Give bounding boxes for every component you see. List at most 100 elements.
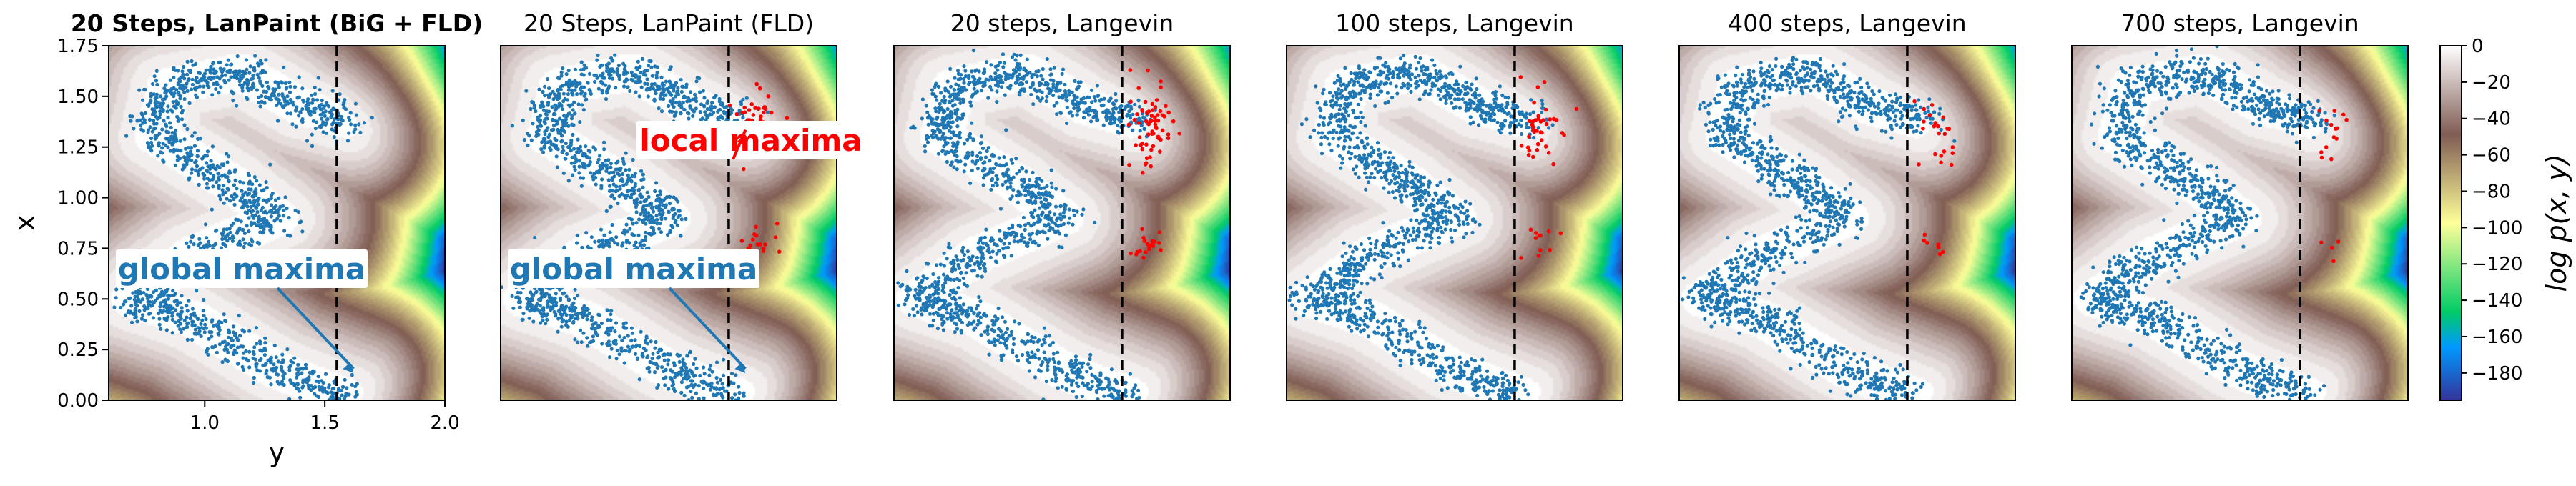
sample-point (621, 241, 625, 245)
sample-point (989, 63, 993, 67)
sample-point (148, 125, 152, 129)
sample-point (564, 294, 569, 299)
sample-point (554, 144, 559, 148)
sample-point (229, 75, 233, 79)
trapped-point (1151, 144, 1156, 149)
sample-point (225, 175, 230, 179)
sample-point (959, 259, 963, 263)
sample-point (235, 336, 239, 340)
sample-point (614, 86, 618, 90)
sample-point (990, 340, 994, 344)
sample-point (240, 196, 244, 200)
sample-point (172, 66, 176, 70)
sample-point (293, 109, 298, 113)
sample-point (1031, 170, 1035, 174)
sample-point (639, 79, 643, 84)
sample-point (179, 104, 183, 109)
sample-point (582, 94, 586, 98)
sample-point (966, 150, 970, 155)
sample-point (599, 227, 604, 232)
sample-point (1017, 322, 1021, 326)
sample-point (190, 82, 195, 87)
sample-point (265, 368, 269, 373)
sample-point (996, 307, 1001, 311)
sample-point (629, 70, 634, 74)
sample-point (187, 299, 191, 303)
sample-point (1041, 360, 1045, 364)
sample-point (943, 89, 948, 93)
sample-point (672, 195, 676, 199)
sample-point (1142, 127, 1146, 132)
sample-point (166, 293, 170, 298)
sample-point (967, 306, 971, 310)
sample-point (944, 136, 948, 140)
sample-point (968, 100, 973, 104)
sample-point (307, 106, 311, 111)
sample-point (541, 104, 546, 109)
sample-point (192, 242, 196, 247)
sample-point (983, 167, 987, 171)
sample-point (592, 172, 596, 176)
sample-point (1011, 223, 1015, 227)
trapped-point (1140, 141, 1144, 146)
sample-point (163, 143, 168, 147)
sample-point (957, 266, 962, 270)
sample-point (665, 194, 669, 199)
sample-point (638, 64, 642, 69)
sample-point (1002, 155, 1006, 159)
sample-point (250, 194, 255, 199)
sample-point (1016, 194, 1021, 198)
sample-point (241, 200, 245, 204)
sample-point (646, 94, 650, 99)
sample-point (982, 312, 986, 316)
sample-point (681, 360, 685, 364)
sample-point (316, 76, 320, 80)
sample-point (1363, 124, 1367, 128)
sample-point (1056, 216, 1060, 220)
sample-point (518, 299, 523, 304)
sample-point (217, 76, 222, 81)
sample-point (999, 354, 1003, 358)
sample-point (987, 352, 991, 357)
sample-point (1053, 230, 1058, 234)
sample-point (571, 108, 575, 112)
sample-point (324, 131, 328, 135)
sample-point (1064, 387, 1068, 391)
sample-point (647, 370, 652, 374)
sample-point (669, 93, 674, 97)
sample-point (1058, 367, 1062, 372)
sample-point (657, 227, 662, 231)
sample-point (289, 359, 293, 363)
trapped-point (1166, 136, 1171, 140)
sample-point (186, 146, 190, 150)
sample-point (245, 96, 250, 101)
sample-point (963, 69, 968, 73)
subplot-2: 20 Steps, LanPaint (FLD)local maximaglob… (500, 9, 865, 401)
sample-point (671, 99, 675, 104)
sample-point (639, 169, 644, 173)
sample-point (145, 287, 149, 291)
trapped-point (1146, 132, 1151, 137)
sample-point (653, 189, 657, 194)
sample-point (240, 364, 245, 369)
sample-point (582, 63, 586, 67)
sample-point (985, 172, 990, 177)
sample-point (347, 116, 351, 120)
sample-point (976, 241, 980, 245)
sample-point (694, 106, 698, 111)
sample-point (1076, 372, 1081, 377)
sample-point (358, 130, 363, 134)
trapped-point (1145, 242, 1150, 247)
sample-point (1009, 254, 1013, 258)
sample-point (949, 261, 954, 266)
sample-point (935, 127, 940, 132)
sample-point (634, 240, 638, 244)
sample-point (934, 282, 938, 286)
sample-point (641, 243, 647, 247)
sample-point (1071, 114, 1075, 118)
sample-point (282, 208, 286, 212)
sample-point (544, 113, 549, 117)
sample-point (531, 122, 535, 126)
sample-point (1012, 239, 1016, 244)
sample-point (230, 194, 234, 199)
